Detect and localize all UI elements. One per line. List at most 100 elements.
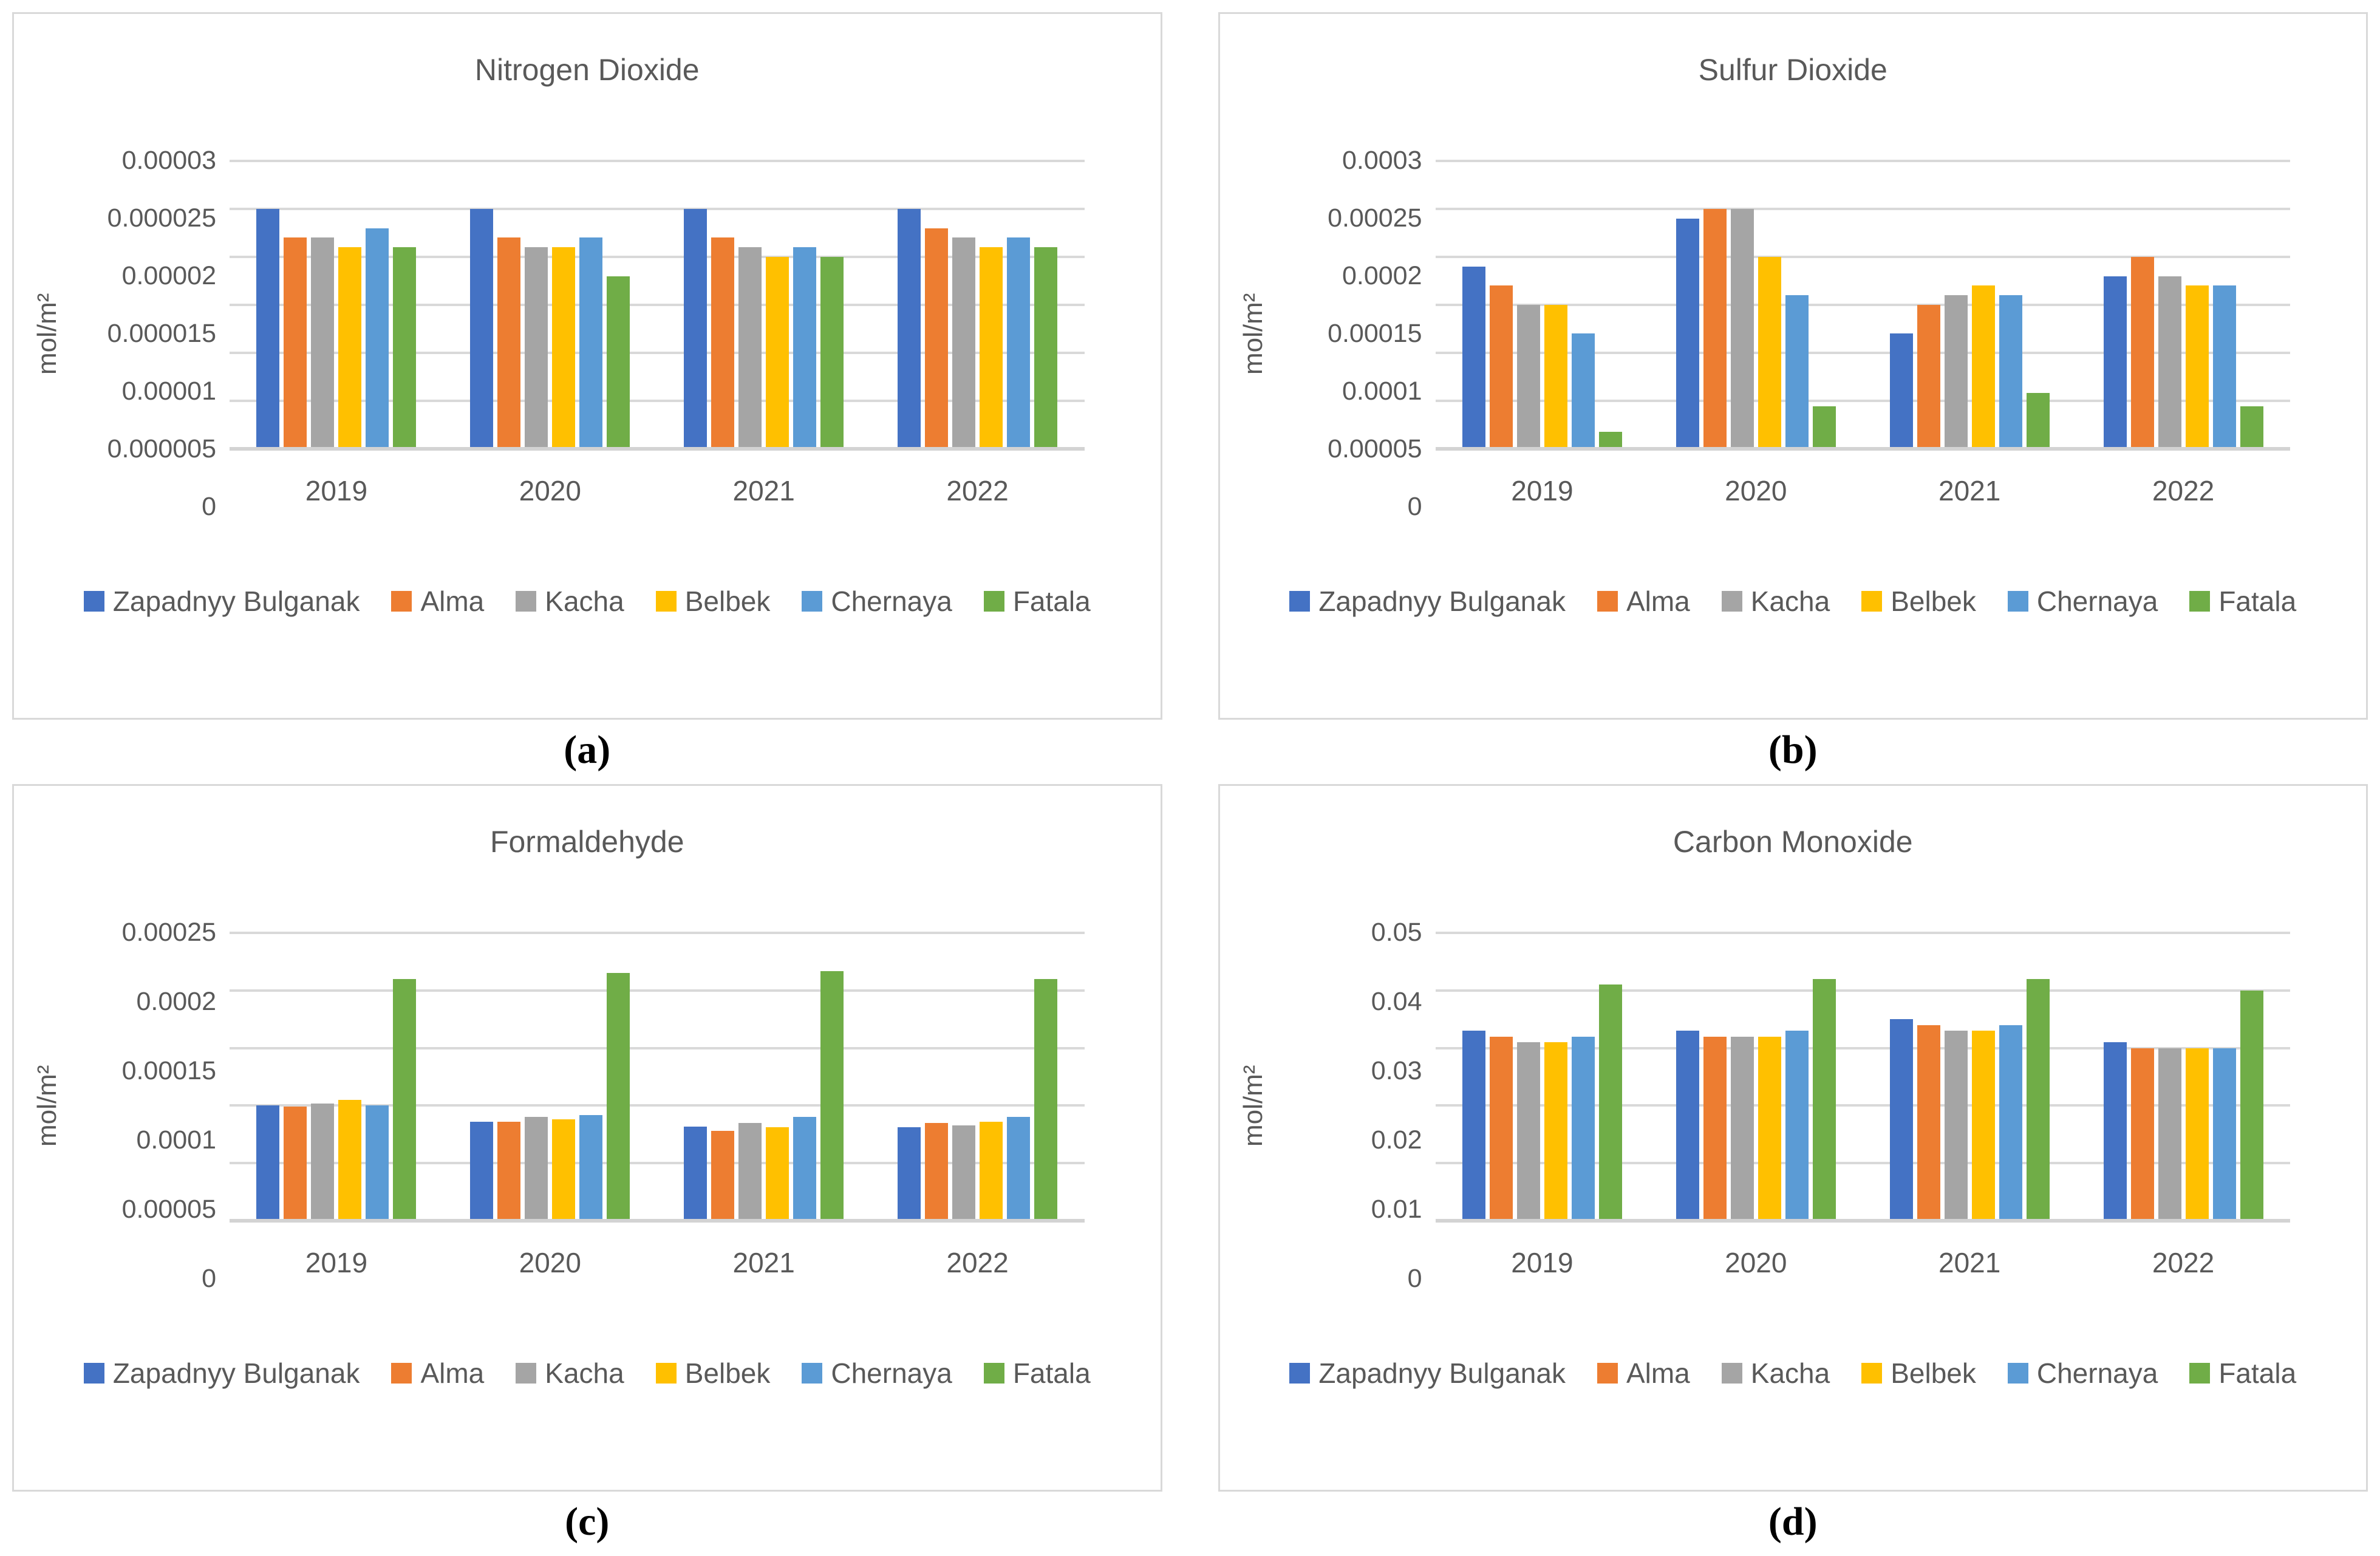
bar-groups <box>230 161 1085 449</box>
bar-fatala-2020 <box>1812 406 1836 449</box>
legend-item-alma: Alma <box>1597 1357 1690 1390</box>
legend-item-chernaya: Chernaya <box>802 585 952 618</box>
bar-belbek-2022 <box>2185 1048 2209 1221</box>
chart-panel-formaldehyde: Formaldehyde mol/m² 0 0.00005 0.0001 0.00015 0… <box>12 784 1162 1492</box>
bar-group-2022 <box>871 933 1085 1221</box>
gridline <box>230 160 1085 162</box>
y-tick-label: 0.000005 <box>107 434 216 464</box>
legend-item-kacha: Kacha <box>1721 585 1830 618</box>
bar-belbek-2019 <box>338 247 362 449</box>
bar-kacha-2020 <box>525 1117 548 1221</box>
legend-item-belbek: Belbek <box>1861 585 1976 618</box>
legend-label: Belbek <box>1891 585 1976 617</box>
bar-zapadnyy-bulganak-2022 <box>2103 276 2127 449</box>
bar-belbek-2021 <box>1971 1031 1995 1221</box>
chart-title: Nitrogen Dioxide <box>474 53 700 87</box>
plot-and-x-axis: 2019 2020 2021 2022 <box>230 932 1085 1279</box>
legend-swatch-icon-zapadnyy-bulganak <box>83 1363 104 1384</box>
y-axis-title: mol/m² <box>1238 293 1268 375</box>
y-tick-label: 0.0001 <box>1342 377 1422 406</box>
legend-label: Chernaya <box>2036 1357 2158 1389</box>
chart-panel-carbon-monoxide: Carbon Monoxide mol/m² 0 0.01 0.02 0.03 0.04 0.… <box>1218 784 2368 1492</box>
legend-swatch-icon-fatala <box>983 1363 1004 1384</box>
bar-alma-2021 <box>1917 305 1940 449</box>
y-tick-label: 0.00001 <box>121 377 216 406</box>
bar-chernaya-2021 <box>1999 1025 2022 1221</box>
gridline <box>230 352 1085 355</box>
legend-swatch-icon-alma <box>391 1363 412 1384</box>
legend-label: Kacha <box>1750 1357 1830 1389</box>
y-tick-label: 0.0002 <box>136 987 216 1017</box>
legend-swatch-icon-fatala <box>2189 1363 2211 1384</box>
bar-zapadnyy-bulganak-2021 <box>1889 1019 1913 1221</box>
legend-label: Zapadnyy Bulganak <box>1318 1357 1566 1389</box>
legend-label: Kacha <box>1750 585 1830 617</box>
bar-alma-2022 <box>2130 257 2154 449</box>
x-tick-label-2021: 2021 <box>732 1247 795 1278</box>
bar-fatala-2022 <box>2240 406 2263 449</box>
bar-belbek-2019 <box>338 1099 362 1221</box>
bar-kacha-2019 <box>311 1103 335 1221</box>
bar-alma-2019 <box>1489 285 1513 449</box>
bar-alma-2019 <box>284 237 307 449</box>
chart-title: Carbon Monoxide <box>1672 825 1913 859</box>
legend-swatch-icon-chernaya <box>802 1363 823 1384</box>
panel-caption-a: (a) <box>564 728 611 772</box>
y-axis-tick-labels: 0 0.000005 0.00001 0.000015 0.00002 0.000025 0… <box>81 146 230 522</box>
bar-alma-2022 <box>925 228 949 449</box>
bar-alma-2020 <box>1703 1036 1727 1221</box>
y-tick-label: 0.00015 <box>1328 319 1422 349</box>
gridline <box>230 256 1085 259</box>
x-tick-label-2021: 2021 <box>1938 1247 2001 1278</box>
x-axis-line <box>1435 447 2290 451</box>
x-tick-label-2020: 2020 <box>519 1247 581 1278</box>
legend-item-chernaya: Chernaya <box>2007 585 2158 618</box>
bar-zapadnyy-bulganak-2020 <box>1676 218 1699 449</box>
legend-item-zapadnyy-bulganak: Zapadnyy Bulganak <box>1289 1357 1566 1390</box>
bar-alma-2021 <box>711 1131 735 1221</box>
y-tick-label: 0.000025 <box>107 203 216 233</box>
bar-chernaya-2020 <box>579 237 603 449</box>
x-axis-line <box>230 1219 1085 1223</box>
bar-fatala-2022 <box>1034 978 1058 1221</box>
bar-group-2021 <box>1863 933 2076 1221</box>
chart-title: Formaldehyde <box>489 825 684 859</box>
x-tick-label-2022: 2022 <box>946 1247 1009 1278</box>
bar-belbek-2021 <box>766 1127 789 1221</box>
legend-item-chernaya: Chernaya <box>2007 1357 2158 1390</box>
figure-cell-a: Nitrogen Dioxide mol/m² 0 0.000005 0.00001 0.… <box>12 12 1162 780</box>
legend-swatch-icon-chernaya <box>2007 591 2028 612</box>
x-tick-label-2022: 2022 <box>2152 475 2215 507</box>
legend-swatch-icon-kacha <box>516 1363 537 1384</box>
bar-chernaya-2019 <box>366 1105 389 1221</box>
bar-belbek-2019 <box>1544 1042 1567 1221</box>
legend-item-zapadnyy-bulganak: Zapadnyy Bulganak <box>83 585 360 618</box>
gridline <box>230 400 1085 403</box>
bar-alma-2019 <box>284 1107 307 1221</box>
legend-item-zapadnyy-bulganak: Zapadnyy Bulganak <box>83 1357 360 1390</box>
legend-swatch-icon-belbek <box>655 591 677 612</box>
x-tick-label-2019: 2019 <box>1511 1247 1574 1278</box>
plot-region: mol/m² 0 0.00005 0.0001 0.00015 0.0002 0.00025… <box>14 918 1161 1293</box>
legend-item-fatala: Fatala <box>983 585 1091 618</box>
legend-label: Alma <box>420 585 485 617</box>
bar-group-2020 <box>443 161 657 449</box>
gridline <box>1435 304 2290 306</box>
bar-group-2022 <box>2076 161 2290 449</box>
legend-label: Alma <box>1626 585 1690 617</box>
legend-label: Belbek <box>684 585 771 617</box>
legend-item-belbek: Belbek <box>655 585 771 618</box>
bar-zapadnyy-bulganak-2019 <box>1462 1031 1485 1221</box>
legend-label: Alma <box>420 1357 485 1389</box>
y-tick-label: 0.00002 <box>121 261 216 291</box>
bar-kacha-2022 <box>952 1125 976 1221</box>
bar-belbek-2020 <box>1758 1036 1781 1221</box>
legend-item-kacha: Kacha <box>516 1357 624 1390</box>
bar-fatala-2020 <box>607 973 630 1221</box>
y-tick-label: 0.02 <box>1371 1125 1422 1155</box>
gridline <box>1435 1162 2290 1165</box>
bar-alma-2021 <box>711 237 735 449</box>
legend-item-fatala: Fatala <box>2189 585 2296 618</box>
bar-group-2021 <box>1863 161 2076 449</box>
gridline <box>1435 1104 2290 1107</box>
